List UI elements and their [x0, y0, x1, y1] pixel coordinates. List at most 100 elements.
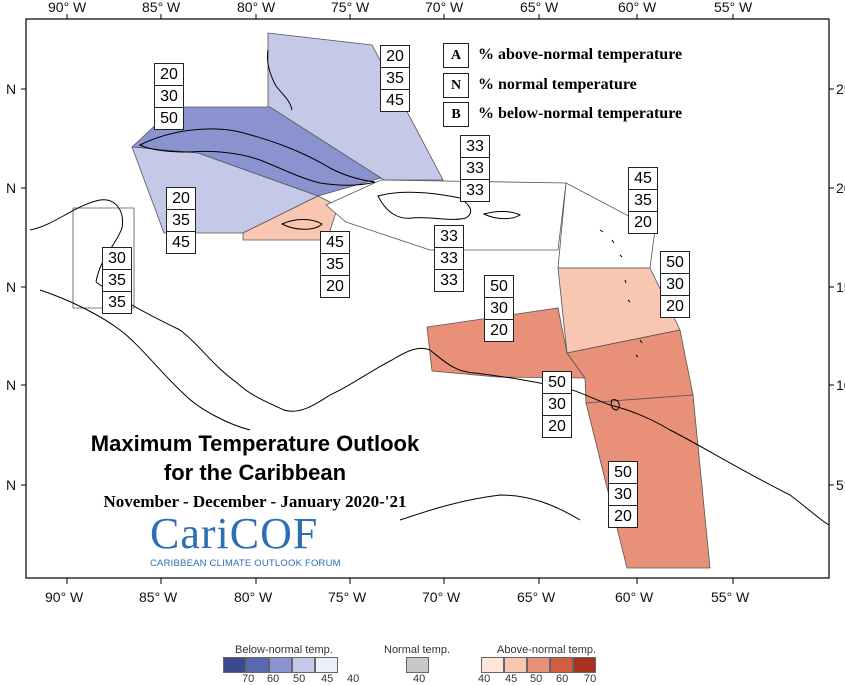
coast-south-interior	[399, 494, 581, 521]
colorbar-swatch	[315, 657, 338, 673]
coast-trinidad	[610, 399, 620, 411]
prob-normal: 35	[166, 209, 196, 232]
lon-label-bottom: 85° W	[139, 589, 178, 605]
prob-normal: 30	[154, 85, 184, 108]
prob-normal: 30	[484, 297, 514, 320]
legend-below: B % below-normal temperature	[443, 101, 682, 127]
lon-label-top: 85° W	[142, 0, 181, 15]
prob-box-cuba: 20 30 50	[154, 63, 184, 130]
prob-box-abc: 50 30 20	[484, 275, 514, 342]
colorbar-swatch	[292, 657, 315, 673]
colorbar-tick: 45	[321, 673, 334, 685]
prob-normal: 30	[608, 483, 638, 506]
colorbar-swatch	[573, 657, 596, 673]
lon-label-top: 90° W	[48, 0, 87, 15]
prob-normal: 35	[628, 189, 658, 212]
zone-hispaniola	[325, 179, 567, 251]
coast-hispaniola	[377, 191, 472, 220]
legend-text-normal: % normal temperature	[478, 76, 637, 93]
prob-below: 20	[542, 415, 572, 438]
coast-jamaica	[280, 219, 323, 230]
legend-key-b: B	[443, 101, 469, 127]
prob-below: 45	[380, 89, 410, 112]
lon-label-top: 70° W	[425, 0, 464, 15]
logo-tagline: CARIBBEAN CLIMATE OUTLOOK FORUM	[150, 558, 341, 569]
prob-box-leeward: 45 35 20	[628, 167, 658, 234]
lat-axis-left: N N N N N	[6, 81, 26, 493]
legend-key-n: N	[443, 72, 469, 98]
lon-label-bottom: 90° W	[45, 589, 84, 605]
colorbar-swatch	[246, 657, 269, 673]
svg-text:N: N	[6, 279, 16, 295]
lon-label-bottom: 80° W	[234, 589, 273, 605]
lat-axis-right: 25 20 15 10 5°	[829, 81, 845, 493]
caricof-logo: CariCOF CARIBBEAN CLIMATE OUTLOOK FORUM	[150, 512, 350, 570]
colorbar-swatch	[527, 657, 550, 673]
svg-text:N: N	[6, 477, 16, 493]
zone-jamaica	[242, 195, 339, 241]
prob-above: 20	[166, 187, 196, 210]
colorbar-tick: 70	[242, 673, 255, 685]
prob-normal: 33	[434, 247, 464, 270]
prob-normal: 35	[320, 253, 350, 276]
colorbar-tick: 50	[530, 673, 543, 685]
map-subtitle: November - December - January 2020-'21	[103, 492, 407, 511]
colorbar-above-label: Above-normal temp.	[497, 644, 597, 656]
lon-label-top: 60° W	[618, 0, 657, 15]
lon-label-bottom: 65° W	[517, 589, 556, 605]
svg-text:20: 20	[836, 180, 845, 196]
prob-box-trinidad: 50 30 20	[542, 371, 572, 438]
prob-above: 33	[434, 225, 464, 248]
prob-box-guianas: 50 30 20	[608, 461, 638, 528]
prob-normal: 33	[460, 157, 490, 180]
coast-central-america	[95, 281, 331, 412]
coast-florida	[267, 49, 293, 111]
colorbar-swatch	[504, 657, 527, 673]
prob-box-bahamas: 20 35 45	[380, 45, 410, 112]
prob-above: 50	[608, 461, 638, 484]
prob-box-windward: 50 30 20	[660, 251, 690, 318]
legend-above: A % above-normal temperature	[443, 42, 682, 68]
colorbar-tick: 50	[293, 673, 306, 685]
colorbar-tick: 70	[584, 673, 597, 685]
prob-above: 50	[542, 371, 572, 394]
colorbar-swatch	[269, 657, 292, 673]
prob-below: 33	[434, 269, 464, 292]
prob-below: 33	[460, 179, 490, 202]
prob-box-cayman: 20 35 45	[166, 187, 196, 254]
coast-lesser-antilles-s	[635, 339, 643, 358]
svg-text:N: N	[6, 180, 16, 196]
lon-label-top: 65° W	[520, 0, 559, 15]
colorbar-tick: 60	[267, 673, 280, 685]
lon-label-bottom: 60° W	[615, 589, 654, 605]
colorbar-swatch	[406, 657, 429, 673]
prob-normal: 35	[380, 67, 410, 90]
prob-box-puerto-rico: 33 33 33	[434, 225, 464, 292]
coast-puerto-rico	[482, 211, 522, 220]
prob-below: 20	[628, 211, 658, 234]
lon-label-top: 75° W	[331, 0, 370, 15]
lon-axis-bottom: 90° W 85° W 80° W 75° W 70° W 65° W 60° …	[45, 578, 750, 605]
colorbar-below-label: Below-normal temp.	[235, 644, 333, 656]
prob-box-hispaniola: 33 33 33	[460, 135, 490, 202]
prob-below: 20	[320, 275, 350, 298]
legend-text-above: % above-normal temperature	[478, 46, 683, 63]
prob-above: 45	[628, 167, 658, 190]
svg-text:15: 15	[836, 279, 845, 295]
lon-label-bottom: 70° W	[422, 589, 461, 605]
colorbar-tick: 60	[556, 673, 569, 685]
colorbar-swatch	[550, 657, 573, 673]
lon-axis-top: 90° W 85° W 80° W 75° W 70° W 65° W 60° …	[48, 0, 753, 19]
svg-text:N: N	[6, 81, 16, 97]
prob-normal: 30	[542, 393, 572, 416]
prob-below: 45	[166, 231, 196, 254]
coastlines	[29, 49, 830, 526]
lon-label-top: 80° W	[237, 0, 276, 15]
colorbar-tick: 40	[413, 673, 426, 685]
prob-box-jamaica: 45 35 20	[320, 231, 350, 298]
prob-above: 20	[154, 63, 184, 86]
colorbar-normal-label: Normal temp.	[384, 644, 451, 656]
svg-text:5°: 5°	[836, 477, 845, 493]
svg-text:10: 10	[836, 377, 845, 393]
